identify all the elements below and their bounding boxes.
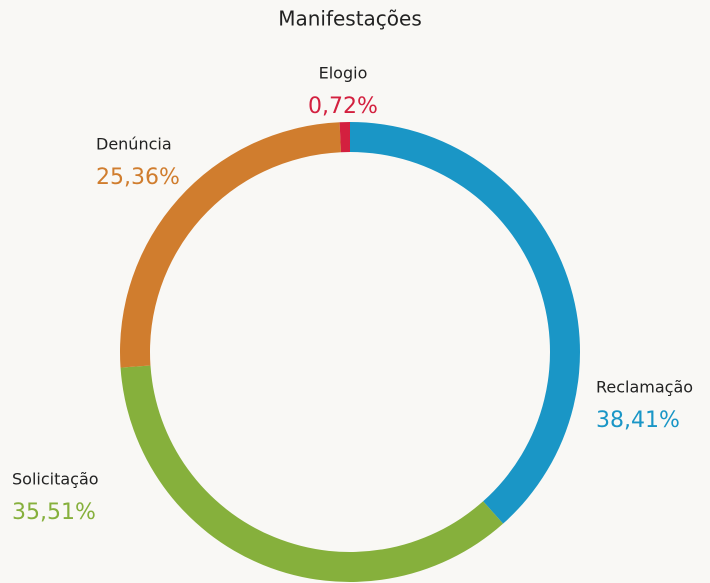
donut-segment [120, 365, 504, 582]
donut-segment [120, 122, 341, 368]
category-label: Denúncia [96, 135, 172, 154]
category-label: Elogio [319, 64, 368, 83]
donut-segment [339, 122, 350, 153]
chart-title: Manifestações [278, 7, 422, 31]
value-label: 35,51% [12, 500, 96, 525]
category-label: Solicitação [12, 470, 99, 489]
value-label: 25,36% [96, 165, 180, 190]
value-label: 0,72% [308, 94, 378, 119]
value-label: 38,41% [596, 408, 680, 433]
category-label: Reclamação [596, 378, 693, 397]
donut-segment [350, 122, 580, 524]
